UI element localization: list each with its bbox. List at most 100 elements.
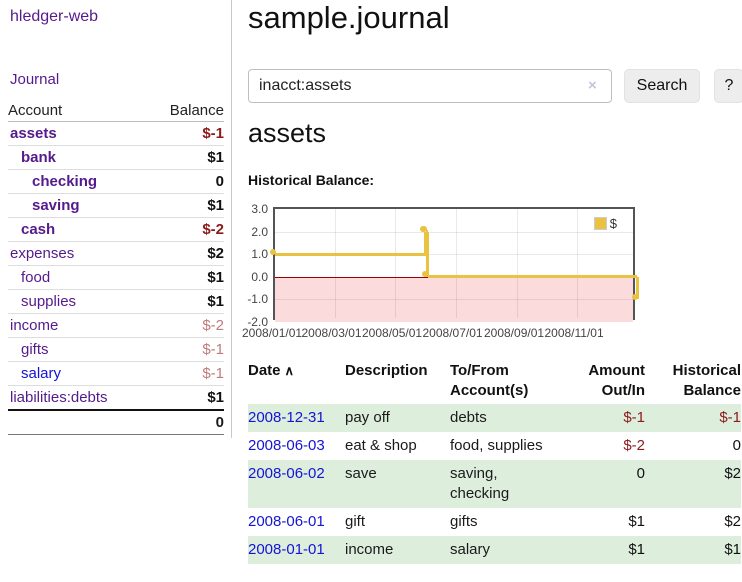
account-link[interactable]: saving <box>32 197 80 214</box>
account-balance: $-2 <box>147 217 224 242</box>
account-link[interactable]: salary <box>21 365 62 382</box>
data-point-marker <box>631 293 638 300</box>
brand-link[interactable]: hledger-web <box>10 8 99 25</box>
account-link[interactable]: assets <box>10 125 57 142</box>
y-axis-tick-label: 2.0 <box>251 224 268 239</box>
amount-column-header: Amount Out/In <box>577 358 645 404</box>
account-balance: $1 <box>147 193 224 218</box>
clear-search-icon[interactable]: × <box>588 77 597 94</box>
data-point-marker <box>422 271 429 278</box>
transaction-date-link[interactable]: 2008-06-01 <box>248 513 325 530</box>
account-link[interactable]: cash <box>21 221 56 238</box>
historical-header-line2: Balance <box>683 382 741 399</box>
account-row: saving $1 <box>8 193 224 218</box>
transaction-accounts: gifts <box>450 513 478 530</box>
x-axis-tick-label: 2008/11/01 <box>544 326 604 340</box>
account-balance: $-1 <box>147 121 224 146</box>
transaction-date-link[interactable]: 2008-06-03 <box>248 437 325 454</box>
transaction-historical-balance: 0 <box>732 437 741 454</box>
sidebar-item-journal[interactable]: Journal <box>10 71 60 88</box>
legend-label: $ <box>609 216 617 231</box>
y-axis-tick-label: 0.0 <box>251 269 268 284</box>
historical-balance-chart: $ 2008/01/01 2008/03/01 2008/05/01 2008/07/… <box>240 202 742 342</box>
description-column-header: Description <box>345 362 428 379</box>
account-link[interactable]: income <box>10 317 59 334</box>
transaction-accounts: salary <box>450 536 577 564</box>
main-area: sample.journal × Search ? assets Histori… <box>240 0 742 582</box>
amount-header-line2: Out/In <box>601 382 645 399</box>
account-column-header: Account <box>8 100 148 122</box>
account-balance: $-1 <box>147 337 224 362</box>
series-line-segment <box>427 275 637 279</box>
v-gridline <box>455 209 457 318</box>
data-point-marker <box>269 248 276 255</box>
account-heading: assets <box>248 118 327 148</box>
transaction-amount: $-1 <box>577 404 645 432</box>
account-total-row: 0 <box>8 409 224 435</box>
transaction-date-link[interactable]: 2008-01-01 <box>248 541 325 558</box>
search-button[interactable]: Search <box>624 69 700 103</box>
account-balance-table: Account Balance assets $-1 bank $1 checking 0… <box>8 100 224 435</box>
transaction-amount: $-2 <box>623 437 645 454</box>
date-column-header[interactable]: Date ∧ <box>248 358 345 404</box>
search-input[interactable] <box>248 69 612 103</box>
account-link[interactable]: bank <box>21 149 57 166</box>
series-line-segment <box>424 231 428 255</box>
transaction-accounts: saving, checking <box>450 460 577 508</box>
transaction-amount: $1 <box>628 513 645 530</box>
transaction-date-link[interactable]: 2008-06-02 <box>248 465 325 482</box>
register-row: 2008-06-01 gift gifts $1 $2 <box>248 508 741 536</box>
chart-title: Historical Balance: <box>248 172 375 188</box>
account-link[interactable]: liabilities:debts <box>10 389 108 406</box>
account-link[interactable]: food <box>21 269 51 286</box>
transaction-amount: $1 <box>577 536 645 564</box>
account-row: income $-2 <box>8 313 224 338</box>
account-link[interactable]: expenses <box>10 245 75 262</box>
transaction-historical-balance: $2 <box>724 513 741 530</box>
sidebar: hledger-web Journal Account Balance asse… <box>0 0 232 438</box>
account-total-spacer <box>8 409 148 435</box>
transaction-date-link[interactable]: 2008-12-31 <box>248 409 325 426</box>
register-table-body: 2008-12-31 pay off debts $-1 $-1 2008-06-03 ea… <box>248 404 741 564</box>
transaction-description: income <box>345 536 450 564</box>
account-balance: $2 <box>147 241 224 266</box>
register-table: Date ∧ Description To/From Account(s) Amo… <box>248 358 741 564</box>
v-gridline <box>516 209 518 318</box>
search-form: × Search ? <box>248 69 742 103</box>
transaction-description: pay off <box>345 404 450 432</box>
v-gridline <box>334 209 336 318</box>
account-row: bank $1 <box>8 145 224 170</box>
tofrom-header-line1: To/From <box>450 362 509 379</box>
series-line-segment <box>426 231 430 277</box>
h-gridline <box>275 299 633 301</box>
x-axis-tick-label: 2008/07/01 <box>422 326 483 340</box>
data-point-marker <box>421 226 428 233</box>
transaction-historical-balance: $1 <box>645 536 741 564</box>
account-link[interactable]: checking <box>32 173 98 190</box>
sort-ascending-icon: ∧ <box>284 363 295 378</box>
account-row: assets $-1 <box>8 121 224 146</box>
series-line-segment <box>635 276 639 300</box>
help-button[interactable]: ? <box>714 69 742 103</box>
account-balance: $1 <box>147 145 224 170</box>
chart-legend: $ <box>591 215 619 232</box>
account-link[interactable]: supplies <box>21 293 77 310</box>
x-axis-tick-label: 2008/05/01 <box>362 326 423 340</box>
tofrom-column-header: To/From Account(s) <box>450 358 577 404</box>
register-row: 2008-06-03 eat & shop food, supplies $-2 0 <box>248 432 741 460</box>
v-gridline <box>577 209 579 318</box>
account-link[interactable]: gifts <box>21 341 49 358</box>
transaction-description: save <box>345 460 450 508</box>
y-axis-tick-label: 1.0 <box>251 247 268 262</box>
transaction-accounts: debts <box>450 404 577 432</box>
transaction-accounts: food, supplies <box>450 437 543 454</box>
transaction-historical-balance: $2 <box>645 460 741 508</box>
account-row: liabilities:debts $1 <box>8 385 224 411</box>
account-balance: $1 <box>147 385 224 411</box>
y-axis-tick-label: 3.0 <box>251 202 268 216</box>
register-header-row: Date ∧ Description To/From Account(s) Amo… <box>248 358 741 404</box>
y-axis-tick-label: -1.0 <box>247 292 268 307</box>
transaction-amount: 0 <box>577 460 645 508</box>
account-balance: $1 <box>147 289 224 314</box>
transaction-description: eat & shop <box>345 437 417 454</box>
